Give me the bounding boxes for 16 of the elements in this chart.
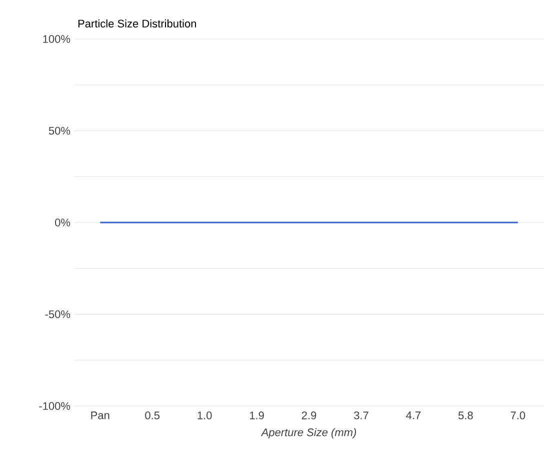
x-tick-label: 7.0 (510, 412, 526, 420)
x-tick-label: 1.0 (198, 412, 212, 420)
y-tick-label: 50% (48, 126, 70, 135)
x-axis-title: Aperture Size (mm) (260, 428, 356, 438)
x-tick-label: 1.9 (250, 412, 264, 420)
y-tick-label: -50% (45, 310, 70, 318)
chart-title: Particle Size Distribution (78, 19, 196, 28)
x-tick-label: 2.9 (302, 412, 316, 420)
x-tick-label: 0.5 (145, 412, 160, 420)
x-tick-label: 5.8 (458, 412, 473, 420)
x-tick-label: Pan (91, 412, 110, 420)
y-tick-label: 100% (43, 35, 70, 43)
x-tick-label: 4.7 (406, 412, 421, 420)
x-tick-label: 3.7 (354, 412, 368, 420)
y-tick-label: 0% (55, 218, 70, 226)
y-tick-label: -100% (39, 402, 70, 410)
